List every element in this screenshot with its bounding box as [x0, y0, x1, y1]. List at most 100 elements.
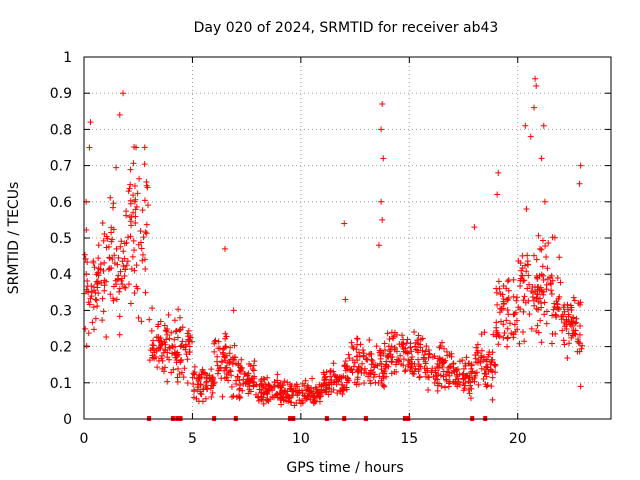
data-point [439, 339, 446, 346]
data-point [214, 362, 221, 369]
data-point [434, 355, 441, 362]
data-point [576, 348, 583, 355]
data-point [209, 374, 216, 381]
data-point [416, 373, 423, 380]
data-point [460, 365, 467, 372]
data-point [385, 363, 392, 370]
data-point [481, 370, 488, 377]
data-point [174, 374, 181, 381]
data-point [436, 380, 443, 387]
data-point [354, 368, 361, 375]
data-point [385, 353, 392, 360]
data-point [203, 374, 210, 381]
data-point [498, 306, 505, 313]
data-point [565, 311, 572, 318]
data-point [504, 278, 511, 285]
x-tick-label: 5 [188, 431, 197, 447]
data-point [551, 234, 558, 241]
data-point [334, 389, 341, 396]
data-point [471, 374, 478, 381]
data-point [149, 305, 156, 312]
data-point [173, 327, 180, 334]
data-point [365, 373, 372, 380]
data-point [223, 352, 230, 359]
data-point [108, 238, 115, 245]
data-point [454, 366, 461, 373]
data-point [112, 277, 119, 284]
data-point [548, 290, 555, 297]
data-point [415, 368, 422, 375]
data-point [160, 349, 167, 356]
data-point [211, 379, 218, 386]
data-point [463, 354, 470, 361]
data-point [415, 361, 422, 368]
data-point [261, 376, 268, 383]
data-point [132, 196, 139, 203]
data-point [244, 383, 251, 390]
data-point [178, 342, 185, 349]
data-point [416, 341, 423, 348]
data-point [214, 353, 221, 360]
data-point [372, 379, 379, 386]
data-point [408, 348, 415, 355]
data-points [81, 75, 586, 409]
data-point [448, 350, 455, 357]
data-point [375, 242, 382, 249]
data-point [368, 356, 375, 363]
data-point [504, 296, 511, 303]
data-point [354, 341, 361, 348]
data-point [341, 362, 348, 369]
data-point [303, 395, 310, 402]
data-point [504, 335, 511, 342]
data-point [467, 395, 474, 402]
data-point [291, 402, 298, 409]
data-point [176, 327, 183, 334]
data-point [521, 338, 528, 345]
data-point [236, 386, 243, 393]
data-point [554, 274, 561, 281]
grid-lines [84, 57, 611, 419]
data-point [148, 327, 155, 334]
data-point [466, 390, 473, 397]
data-point [465, 378, 472, 385]
data-point [142, 229, 149, 236]
data-point [390, 333, 397, 340]
data-point [217, 364, 224, 371]
data-point [91, 264, 98, 271]
data-point [109, 204, 116, 211]
data-point [386, 335, 393, 342]
data-point [459, 357, 466, 364]
data-point [321, 377, 328, 384]
data-point [258, 389, 265, 396]
data-point [123, 262, 130, 269]
data-point [535, 232, 542, 239]
data-point [177, 343, 184, 350]
data-point [163, 336, 170, 343]
data-point [154, 364, 161, 371]
data-point [388, 358, 395, 365]
data-point [519, 328, 526, 335]
data-point [468, 385, 475, 392]
data-point [410, 370, 417, 377]
x-tick-label: 15 [400, 431, 418, 447]
data-point [141, 161, 148, 168]
data-point [168, 369, 175, 376]
data-point [535, 329, 542, 336]
data-point [523, 268, 530, 275]
data-point [92, 289, 99, 296]
data-point [367, 367, 374, 374]
data-point [349, 343, 356, 350]
data-point [436, 344, 443, 351]
data-point [131, 267, 138, 274]
data-point [495, 169, 502, 176]
data-point [516, 340, 523, 347]
data-point [409, 360, 416, 367]
data-point [228, 372, 235, 379]
data-point [100, 267, 107, 274]
data-point [540, 272, 547, 279]
data-point [88, 293, 95, 300]
data-point [92, 296, 99, 303]
data-point [208, 394, 215, 401]
data-point [278, 401, 285, 408]
data-point [576, 331, 583, 338]
